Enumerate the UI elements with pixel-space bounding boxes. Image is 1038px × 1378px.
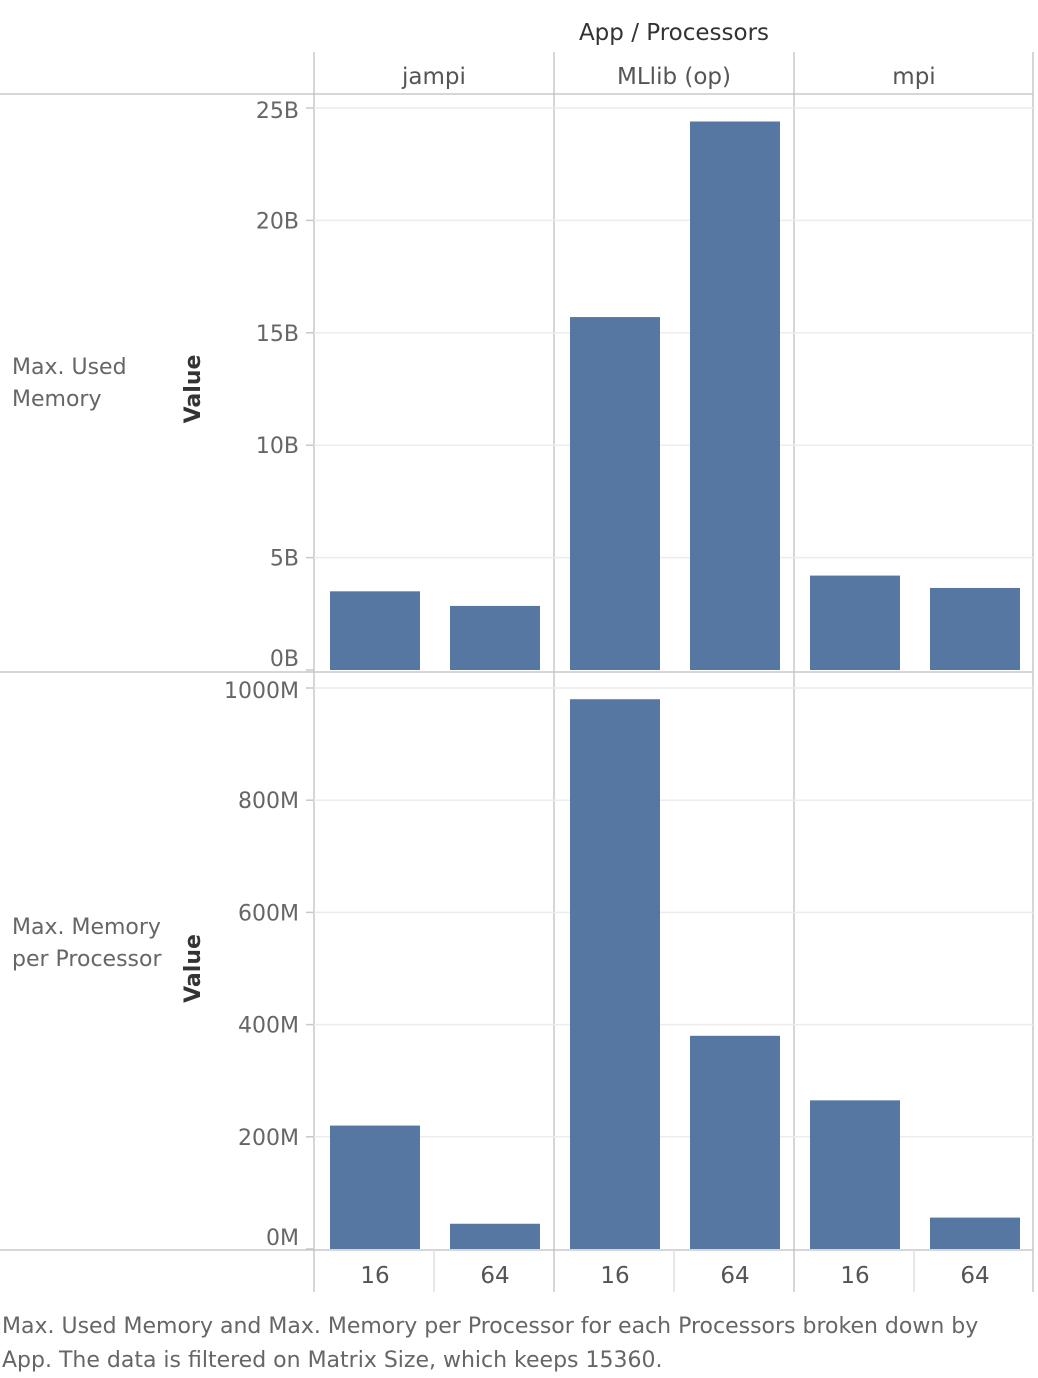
- x-tick-label-mllib-op-16: 16: [600, 1263, 629, 1289]
- y-tick-label-panel1-4: 20B: [256, 209, 299, 234]
- y-tick-label-panel1-1: 5B: [270, 547, 299, 572]
- y-tick-label-panel2-3: 600M: [238, 901, 299, 926]
- bar-panel2-mllib-op-16: [570, 699, 660, 1249]
- column-label-mllib-op: MLlib (op): [617, 64, 731, 90]
- x-tick-label-mpi-64: 64: [960, 1263, 989, 1289]
- y-tick-label-panel1-0: 0B: [270, 647, 299, 672]
- y-tick-label-panel2-0: 0M: [266, 1226, 299, 1251]
- bar-panel1-jampi-64: [450, 605, 540, 670]
- bar-panel1-mllib-op-16: [570, 317, 660, 670]
- row-label-max-memory-per-processor: Max. Memory per Processor: [12, 915, 162, 972]
- y-tick-label-panel1-2: 10B: [256, 434, 299, 459]
- row-label-max-used-memory: Max. Used Memory: [12, 355, 127, 412]
- bar-panel1-mllib-op-64: [690, 121, 780, 671]
- y-tick-label-panel1-5: 25B: [256, 99, 299, 124]
- column-label-jampi: jampi: [401, 64, 466, 90]
- bar-panel1-mpi-64: [930, 587, 1020, 670]
- y-tick-label-panel2-2: 400M: [238, 1014, 299, 1039]
- bar-panel1-mpi-16: [810, 575, 900, 670]
- y-tick-label-panel1-3: 15B: [256, 322, 299, 347]
- bar-panel2-mpi-16: [810, 1100, 900, 1249]
- bar-panel2-mpi-64: [930, 1217, 1020, 1249]
- x-tick-label-mllib-op-64: 64: [720, 1263, 749, 1289]
- x-tick-label-jampi-16: 16: [360, 1263, 389, 1289]
- column-label-mpi: mpi: [892, 64, 935, 90]
- y-axis-title-panel2: Value: [181, 934, 206, 1003]
- chart-caption: Max. Used Memory and Max. Memory per Pro…: [2, 1314, 979, 1373]
- x-tick-label-mpi-16: 16: [840, 1263, 869, 1289]
- bar-panel1-jampi-16: [330, 591, 420, 670]
- bar-chart: jampi MLlib (op) mpi 0B 5B 10B 15B 20B 25B Value 0…: [0, 52, 1034, 1292]
- bar-panel2-jampi-64: [450, 1223, 540, 1249]
- bar-panel2-mllib-op-64: [690, 1035, 780, 1249]
- x-tick-label-jampi-64: 64: [480, 1263, 509, 1289]
- y-axis-title-panel1: Value: [181, 355, 206, 424]
- y-tick-label-panel2-1: 200M: [238, 1126, 299, 1151]
- bar-panel2-jampi-16: [330, 1125, 420, 1249]
- column-header-title: App / Processors: [578, 20, 770, 46]
- y-tick-label-panel2-4: 800M: [238, 789, 299, 814]
- y-tick-label-panel2-5: 1000M: [224, 679, 299, 704]
